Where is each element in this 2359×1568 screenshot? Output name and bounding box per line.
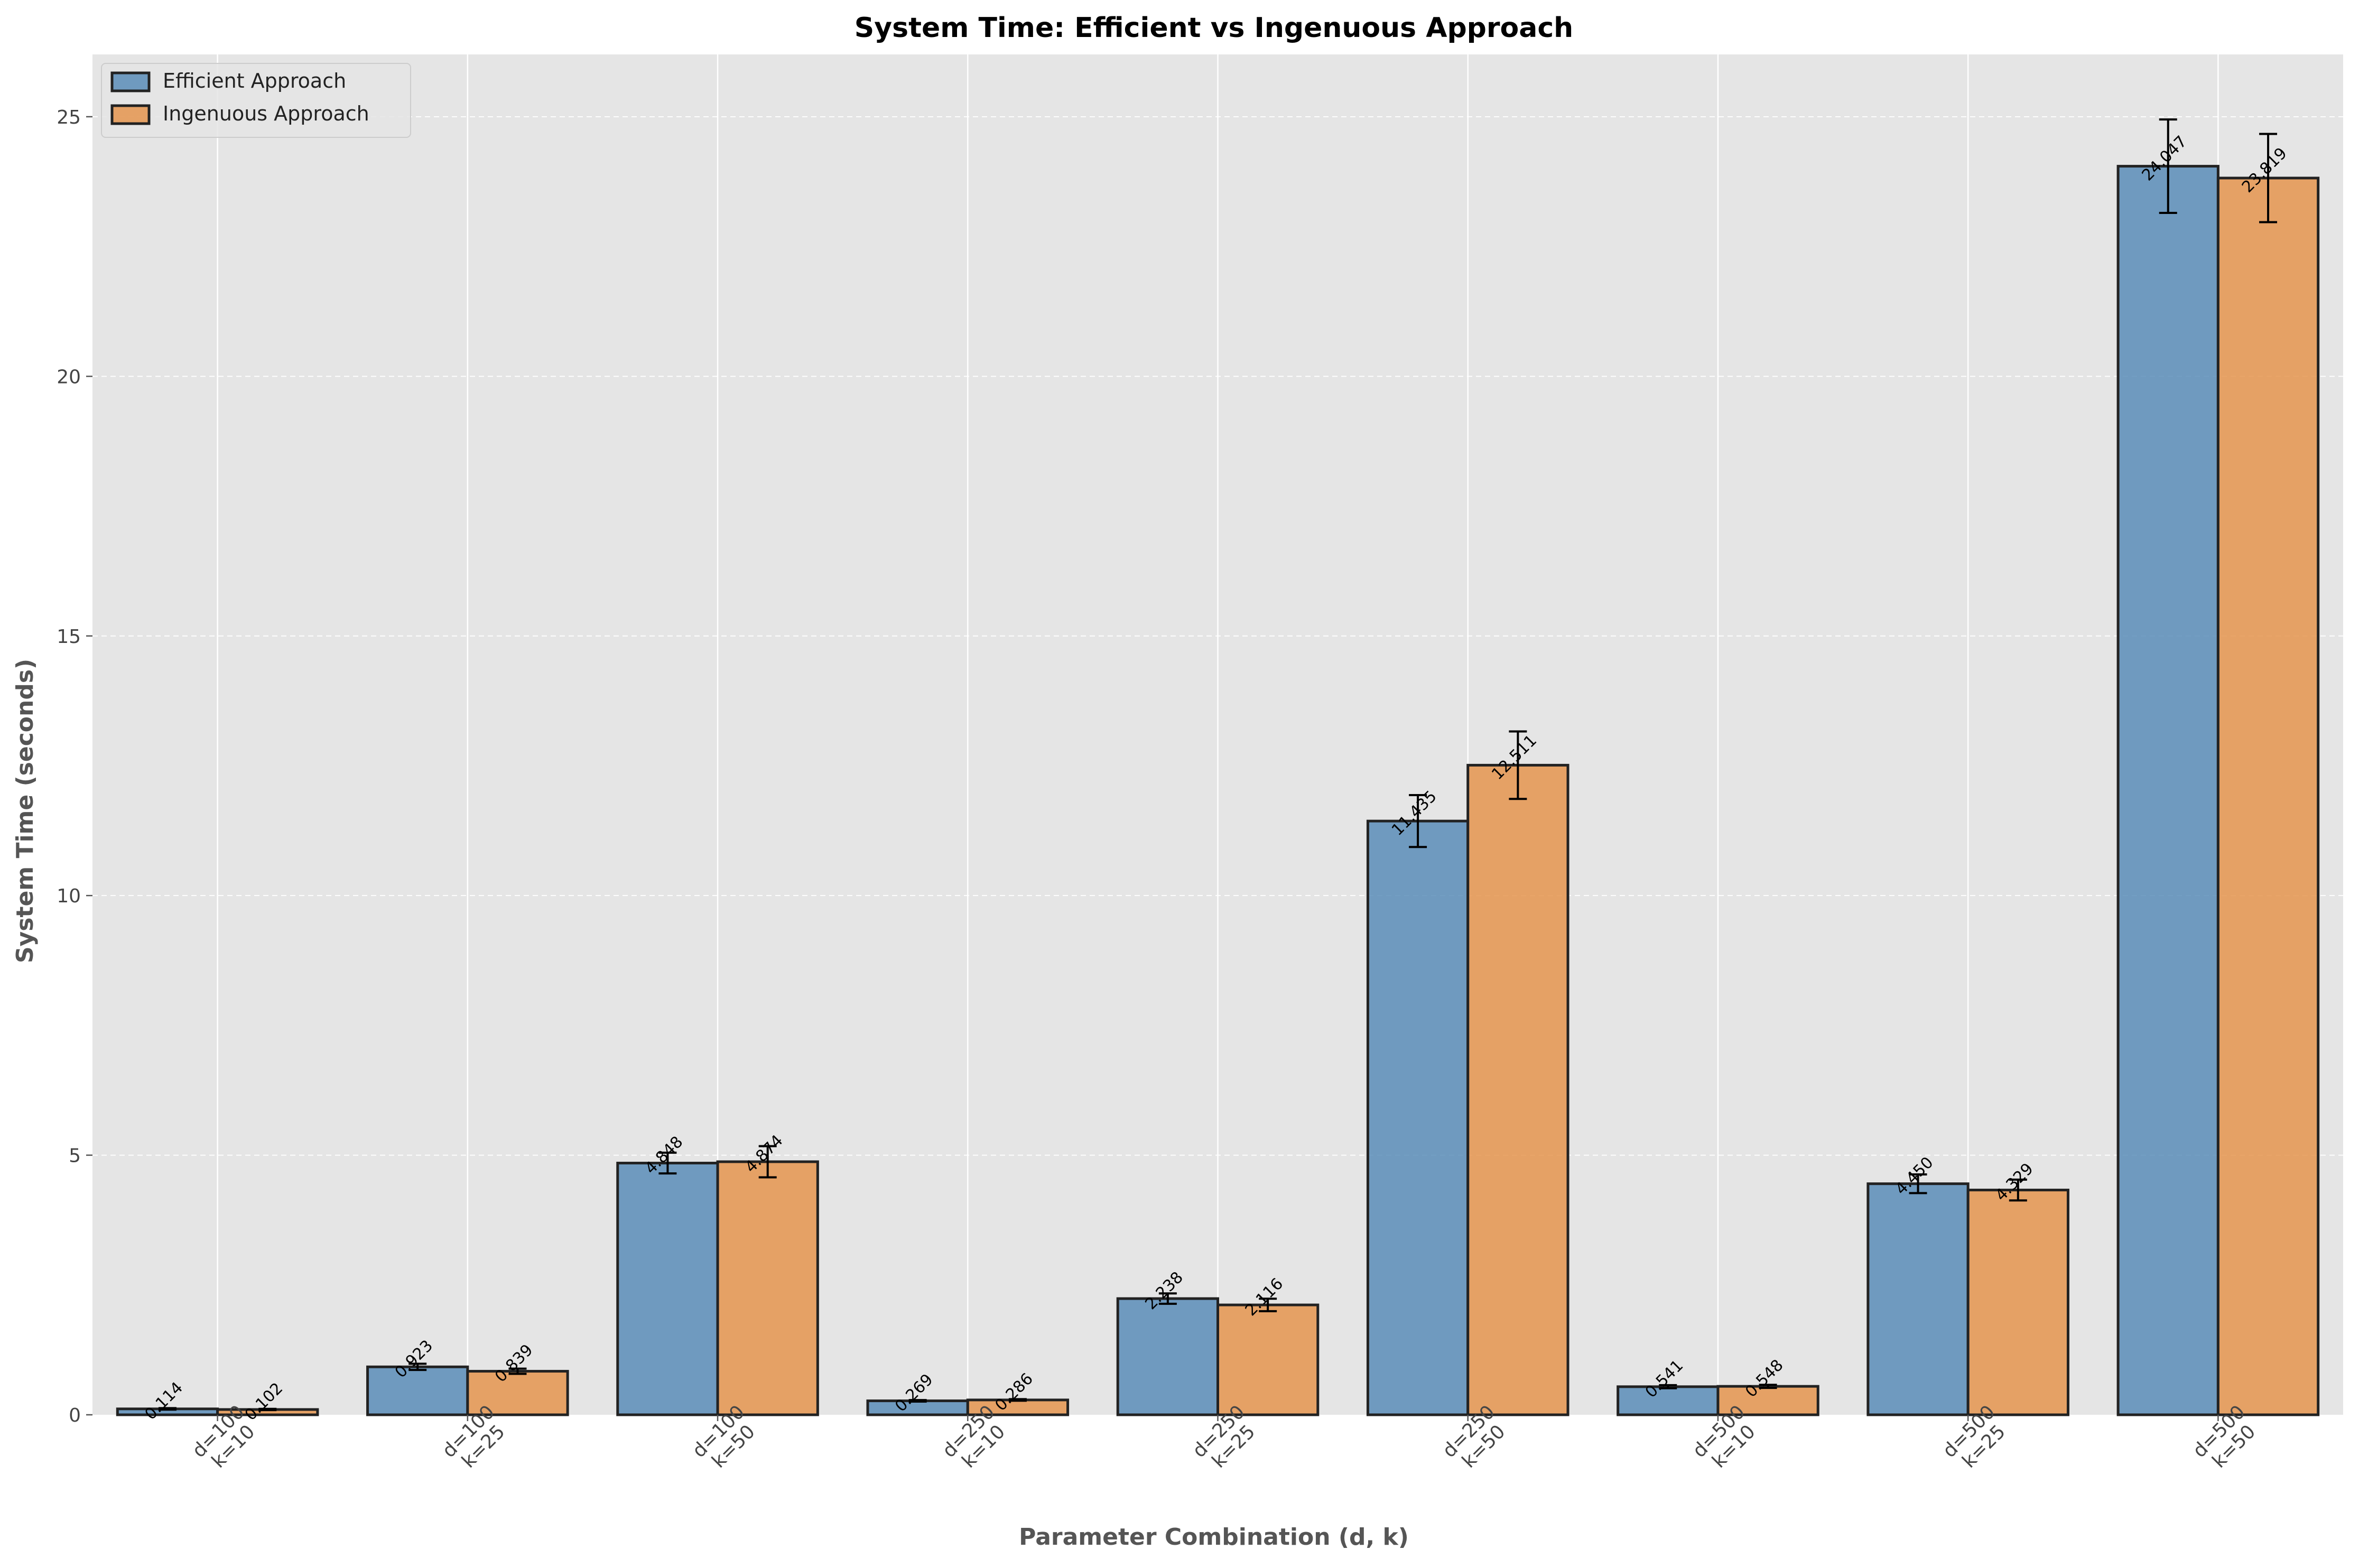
bar-ingenuous: [466, 1370, 569, 1416]
error-bar: [158, 1407, 177, 1411]
bar-ingenuous: [1716, 1385, 1819, 1416]
error-bar: [1509, 730, 1527, 800]
y-tick-label: 15: [57, 626, 81, 648]
error-bar: [2159, 118, 2177, 214]
legend-swatch: [110, 71, 151, 92]
bar-ingenuous: [1216, 1303, 1320, 1416]
y-tick-label: 5: [69, 1145, 81, 1167]
bars: [116, 165, 2320, 1416]
bar-ingenuous: [966, 1398, 1070, 1416]
bar-efficient: [2116, 165, 2219, 1416]
bar-ingenuous: [1466, 763, 1569, 1416]
error-bar: [2259, 133, 2278, 223]
bar-efficient: [1366, 819, 1470, 1416]
y-tick-label: 20: [57, 366, 81, 388]
bar-efficient: [1116, 1297, 1220, 1416]
error-bars: [158, 118, 2278, 1412]
error-bar: [658, 1151, 677, 1175]
chart-title: System Time: Efficient vs Ingenuous Appr…: [855, 12, 1573, 44]
legend-label: Ingenuous Approach: [163, 102, 369, 125]
legend-swatch: [110, 104, 151, 125]
bar-efficient: [1866, 1182, 1970, 1416]
error-bar: [1409, 794, 1427, 848]
error-bar: [1259, 1298, 1277, 1312]
y-tick-label: 0: [69, 1405, 81, 1426]
bar-efficient: [616, 1162, 719, 1416]
bar-efficient: [1617, 1385, 1720, 1416]
error-bar: [258, 1407, 277, 1412]
error-bar: [1759, 1384, 1777, 1389]
bar-ingenuous: [716, 1160, 819, 1416]
y-axis-label: System Time (seconds): [12, 659, 39, 963]
error-bar: [908, 1399, 927, 1403]
error-bar: [1909, 1173, 1927, 1194]
error-bar: [758, 1145, 777, 1179]
bar-ingenuous: [2216, 176, 2320, 1416]
error-bar: [2009, 1178, 2027, 1202]
error-bar: [1008, 1398, 1027, 1402]
legend-box: [101, 63, 411, 138]
legend: Efficient Approach Ingenuous Approach: [101, 63, 411, 138]
error-bar: [408, 1362, 427, 1371]
bar-efficient: [866, 1399, 969, 1416]
y-tick-label: 10: [57, 885, 81, 907]
legend-label: Efficient Approach: [163, 69, 346, 92]
error-bar: [508, 1367, 527, 1375]
bar-ingenuous: [1966, 1189, 2069, 1416]
error-bar: [1158, 1292, 1177, 1305]
error-bar: [1659, 1384, 1677, 1389]
bar-efficient: [366, 1365, 469, 1416]
x-axis-label: Parameter Combination (d, k): [1019, 1524, 1409, 1551]
y-tick-label: 25: [57, 107, 81, 128]
